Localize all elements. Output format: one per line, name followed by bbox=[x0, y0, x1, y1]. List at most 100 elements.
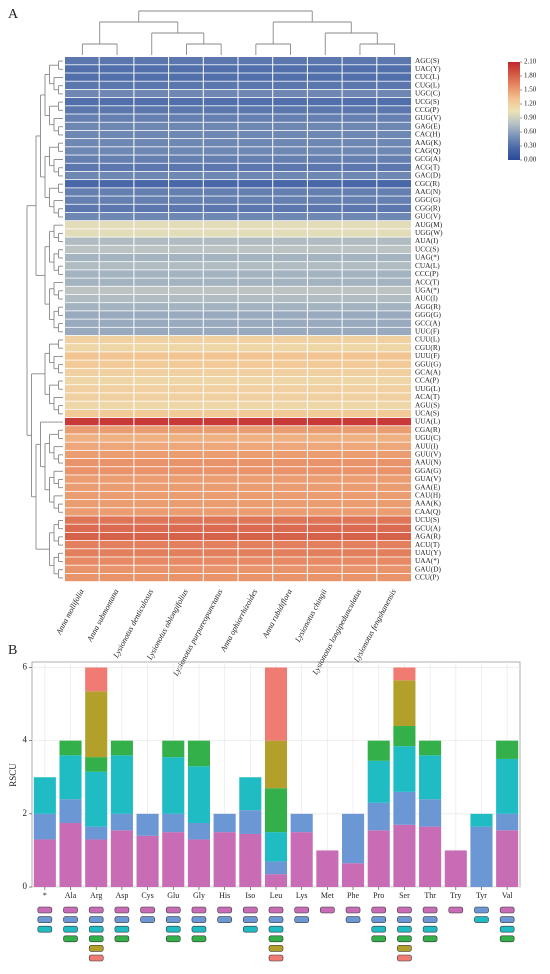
heat-cell bbox=[377, 204, 411, 213]
heat-cell bbox=[377, 483, 411, 491]
heat-cell bbox=[273, 188, 307, 196]
heat-cell bbox=[307, 221, 342, 229]
heat-cell bbox=[65, 475, 99, 483]
heat-cell bbox=[169, 393, 203, 401]
heat-cell bbox=[273, 491, 307, 500]
heat-cell bbox=[134, 483, 169, 491]
heat-cell bbox=[65, 155, 99, 163]
codon-key bbox=[114, 906, 130, 914]
bar-segment bbox=[342, 813, 365, 864]
heat-cell bbox=[238, 286, 273, 295]
heat-cell bbox=[169, 73, 203, 81]
heat-cell bbox=[65, 245, 99, 254]
heat-cell bbox=[273, 245, 307, 254]
heat-cell bbox=[169, 212, 203, 221]
heat-cell bbox=[99, 122, 134, 131]
heat-cell bbox=[169, 270, 203, 278]
codon-key bbox=[63, 925, 78, 933]
heat-cell bbox=[342, 409, 377, 418]
heat-cell bbox=[238, 180, 273, 188]
heat-cell bbox=[65, 401, 99, 409]
heat-cell bbox=[273, 393, 307, 401]
heat-cell bbox=[273, 171, 307, 180]
heat-cell bbox=[169, 278, 203, 286]
heat-cell bbox=[238, 335, 273, 344]
heat-cell bbox=[134, 401, 169, 409]
heat-cell bbox=[377, 122, 411, 131]
heat-cell bbox=[203, 450, 238, 459]
y-axis-label: RSCU bbox=[8, 763, 18, 787]
heat-cell bbox=[307, 524, 342, 532]
heat-cell bbox=[342, 557, 377, 565]
heat-cell bbox=[377, 163, 411, 172]
bar-segment bbox=[187, 822, 210, 840]
bar-segment bbox=[393, 746, 416, 792]
heat-cell bbox=[273, 376, 307, 385]
row-label: GUC(V) bbox=[415, 212, 441, 221]
heat-cell bbox=[273, 81, 307, 90]
bar-segment bbox=[85, 691, 108, 758]
heat-cell bbox=[134, 180, 169, 188]
heat-cell bbox=[342, 221, 377, 229]
heat-cell bbox=[134, 163, 169, 172]
heat-cell bbox=[134, 196, 169, 204]
heat-cell bbox=[169, 286, 203, 295]
heat-cell bbox=[307, 467, 342, 475]
heat-cell bbox=[169, 180, 203, 188]
heat-cell bbox=[65, 573, 99, 582]
heat-cell bbox=[99, 188, 134, 196]
row-label: CAA(Q) bbox=[415, 507, 441, 516]
heat-cell bbox=[203, 163, 238, 172]
heat-cell bbox=[238, 426, 273, 434]
codon-key bbox=[88, 925, 104, 933]
heat-cell bbox=[273, 450, 307, 459]
x-tick-label: His bbox=[219, 891, 230, 900]
heat-cell bbox=[273, 180, 307, 188]
heat-cell bbox=[238, 401, 273, 409]
heat-cell bbox=[99, 327, 134, 336]
heat-cell bbox=[238, 516, 273, 524]
heat-cell bbox=[273, 532, 307, 541]
bar-segment bbox=[187, 740, 210, 767]
heat-cell bbox=[65, 565, 99, 573]
heat-cell bbox=[307, 352, 342, 360]
heat-cell bbox=[307, 270, 342, 278]
heat-cell bbox=[99, 171, 134, 180]
codon-key bbox=[268, 906, 284, 914]
row-label: AAG(K) bbox=[415, 138, 442, 147]
heat-cell bbox=[169, 360, 203, 368]
heat-cell bbox=[65, 106, 99, 114]
heat-cell bbox=[134, 65, 169, 73]
heat-cell bbox=[65, 212, 99, 221]
heat-cell bbox=[273, 327, 307, 336]
heat-cell bbox=[65, 360, 99, 368]
bar-segment bbox=[239, 777, 262, 811]
row-label: CUG(L) bbox=[415, 80, 440, 89]
heat-cell bbox=[307, 65, 342, 73]
row-label: UGU(C) bbox=[415, 433, 441, 442]
heat-cell bbox=[99, 163, 134, 172]
heat-cell bbox=[134, 450, 169, 459]
heat-cell bbox=[307, 540, 342, 549]
heat-cell bbox=[65, 442, 99, 450]
heat-cell bbox=[307, 262, 342, 270]
row-label: UCC(S) bbox=[415, 244, 439, 253]
heat-cell bbox=[169, 483, 203, 491]
bar-segment bbox=[85, 771, 108, 827]
heat-cell bbox=[307, 188, 342, 196]
heat-cell bbox=[65, 171, 99, 180]
heat-cell bbox=[169, 229, 203, 237]
codon-key bbox=[165, 906, 181, 914]
heat-cell bbox=[169, 344, 203, 352]
color-tick-label: 1.20 bbox=[524, 100, 537, 108]
x-tick-label: Gly bbox=[193, 891, 205, 900]
heat-cell bbox=[169, 311, 203, 319]
bar-segment bbox=[264, 861, 288, 875]
heat-cell bbox=[203, 98, 238, 106]
heat-cell bbox=[273, 204, 307, 213]
bar-segment bbox=[264, 832, 288, 862]
heat-cell bbox=[65, 163, 99, 172]
heat-cell bbox=[238, 237, 273, 245]
heat-cell bbox=[169, 171, 203, 180]
heat-cell bbox=[99, 81, 134, 90]
